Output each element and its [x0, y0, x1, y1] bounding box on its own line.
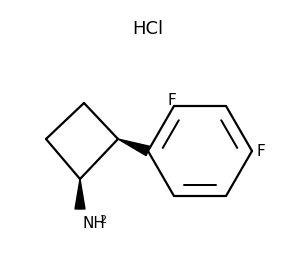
Text: HCl: HCl [132, 20, 164, 38]
Text: NH: NH [82, 216, 105, 230]
Polygon shape [118, 139, 150, 156]
Text: F: F [256, 144, 265, 158]
Text: F: F [168, 93, 176, 108]
Text: 2: 2 [99, 215, 106, 225]
Polygon shape [75, 179, 85, 209]
